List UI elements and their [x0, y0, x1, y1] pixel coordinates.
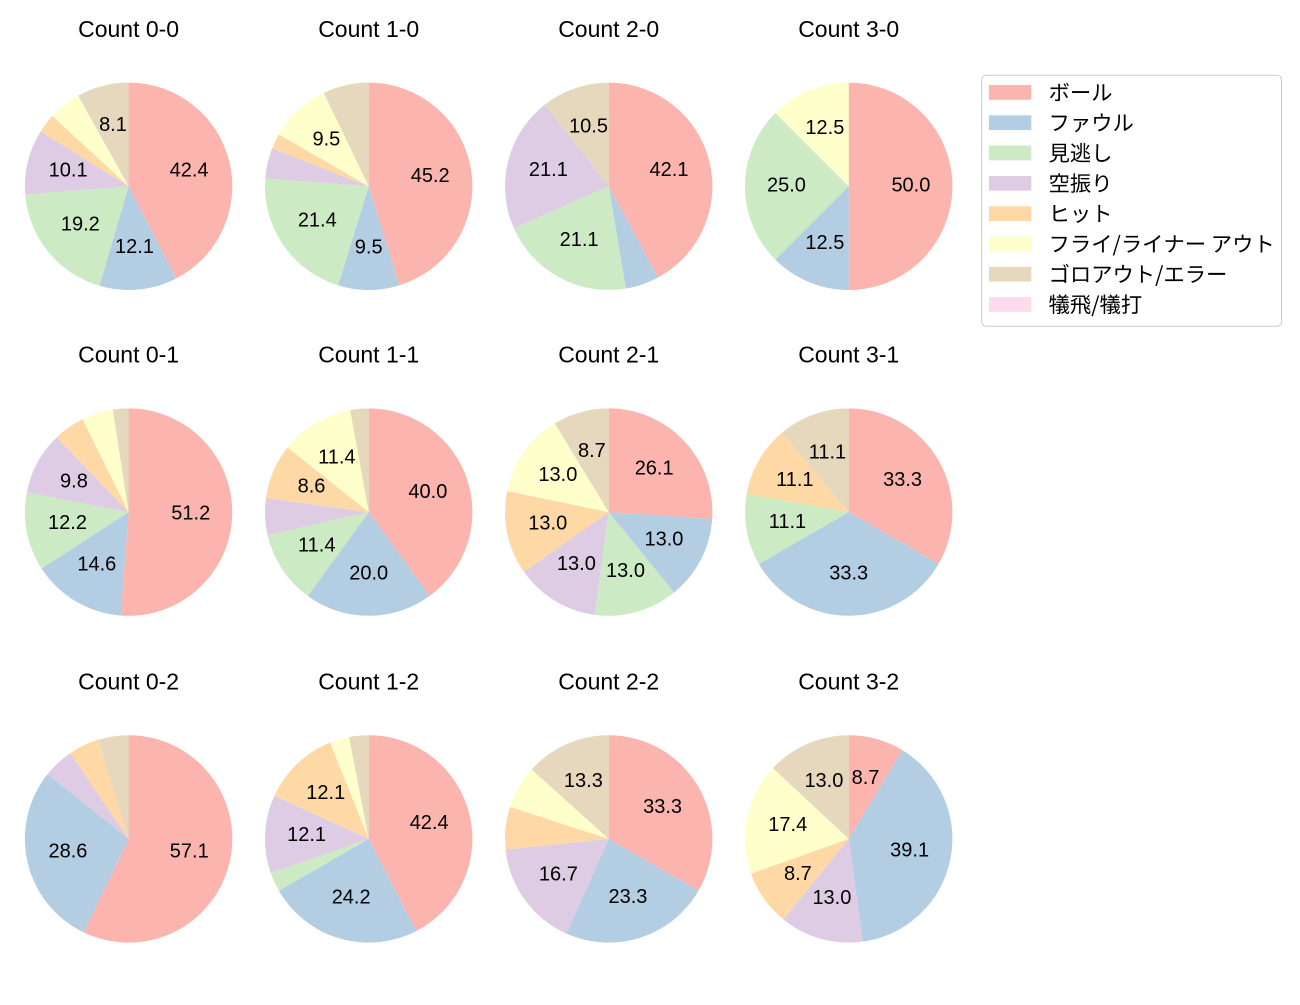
svg-text:16.7: 16.7 — [539, 863, 578, 885]
svg-text:12.1: 12.1 — [115, 236, 154, 258]
svg-text:42.4: 42.4 — [410, 812, 449, 834]
svg-text:Count 0-2: Count 0-2 — [78, 668, 179, 694]
svg-text:10.5: 10.5 — [569, 115, 608, 137]
svg-text:Count 2-1: Count 2-1 — [558, 342, 659, 368]
svg-text:10.1: 10.1 — [49, 160, 88, 182]
svg-text:39.1: 39.1 — [890, 840, 929, 862]
svg-text:Count 0-0: Count 0-0 — [78, 16, 179, 42]
svg-text:24.2: 24.2 — [332, 887, 371, 909]
svg-text:8.7: 8.7 — [578, 440, 606, 462]
svg-text:11.4: 11.4 — [318, 447, 355, 469]
svg-text:40.0: 40.0 — [408, 481, 447, 503]
svg-text:12.1: 12.1 — [306, 782, 345, 804]
svg-text:12.5: 12.5 — [805, 232, 844, 254]
svg-text:21.1: 21.1 — [560, 229, 599, 251]
svg-text:8.6: 8.6 — [298, 476, 326, 498]
svg-text:9.5: 9.5 — [312, 129, 340, 151]
svg-text:13.0: 13.0 — [804, 770, 843, 792]
svg-text:50.0: 50.0 — [891, 174, 930, 196]
svg-text:13.0: 13.0 — [606, 560, 645, 582]
svg-text:Count 2-0: Count 2-0 — [558, 16, 659, 42]
svg-text:21.4: 21.4 — [298, 209, 337, 231]
svg-text:42.4: 42.4 — [170, 160, 209, 182]
svg-text:11.1: 11.1 — [769, 511, 806, 533]
svg-text:13.0: 13.0 — [812, 887, 851, 909]
svg-text:8.7: 8.7 — [784, 863, 812, 885]
svg-text:25.0: 25.0 — [767, 174, 806, 196]
svg-text:11.1: 11.1 — [809, 442, 846, 464]
svg-text:13.0: 13.0 — [644, 529, 683, 551]
svg-text:51.2: 51.2 — [171, 502, 210, 524]
svg-text:33.3: 33.3 — [643, 796, 682, 818]
svg-text:11.4: 11.4 — [298, 534, 335, 556]
svg-text:Count 3-1: Count 3-1 — [798, 342, 899, 368]
svg-text:13.0: 13.0 — [538, 464, 577, 486]
svg-text:13.0: 13.0 — [528, 513, 567, 535]
svg-text:57.1: 57.1 — [170, 841, 209, 863]
svg-text:12.5: 12.5 — [805, 117, 844, 139]
svg-text:Count 1-0: Count 1-0 — [318, 16, 419, 42]
svg-text:8.7: 8.7 — [852, 767, 880, 789]
svg-text:13.3: 13.3 — [564, 770, 603, 792]
svg-text:12.2: 12.2 — [48, 512, 87, 534]
svg-text:33.3: 33.3 — [883, 469, 922, 491]
svg-text:17.4: 17.4 — [768, 814, 807, 836]
svg-text:Count 3-2: Count 3-2 — [798, 668, 899, 694]
svg-text:42.1: 42.1 — [650, 159, 689, 181]
svg-text:Count 1-1: Count 1-1 — [318, 342, 419, 368]
svg-text:45.2: 45.2 — [411, 165, 450, 187]
svg-text:12.1: 12.1 — [287, 824, 326, 846]
svg-text:26.1: 26.1 — [635, 458, 674, 480]
svg-text:28.6: 28.6 — [48, 841, 87, 863]
svg-text:Count 1-2: Count 1-2 — [318, 668, 419, 694]
svg-text:14.6: 14.6 — [77, 554, 116, 576]
svg-text:8.1: 8.1 — [99, 114, 127, 136]
svg-text:33.3: 33.3 — [829, 562, 868, 584]
svg-text:9.8: 9.8 — [60, 470, 88, 492]
svg-text:Count 3-0: Count 3-0 — [798, 16, 899, 42]
svg-text:21.1: 21.1 — [529, 159, 568, 181]
svg-text:20.0: 20.0 — [349, 562, 388, 584]
svg-text:9.5: 9.5 — [355, 237, 383, 259]
svg-text:19.2: 19.2 — [61, 214, 100, 236]
svg-text:23.3: 23.3 — [608, 886, 647, 908]
svg-text:Count 2-2: Count 2-2 — [558, 668, 659, 694]
svg-text:Count 0-1: Count 0-1 — [78, 342, 179, 368]
svg-text:13.0: 13.0 — [557, 553, 596, 575]
svg-text:11.1: 11.1 — [776, 469, 813, 491]
